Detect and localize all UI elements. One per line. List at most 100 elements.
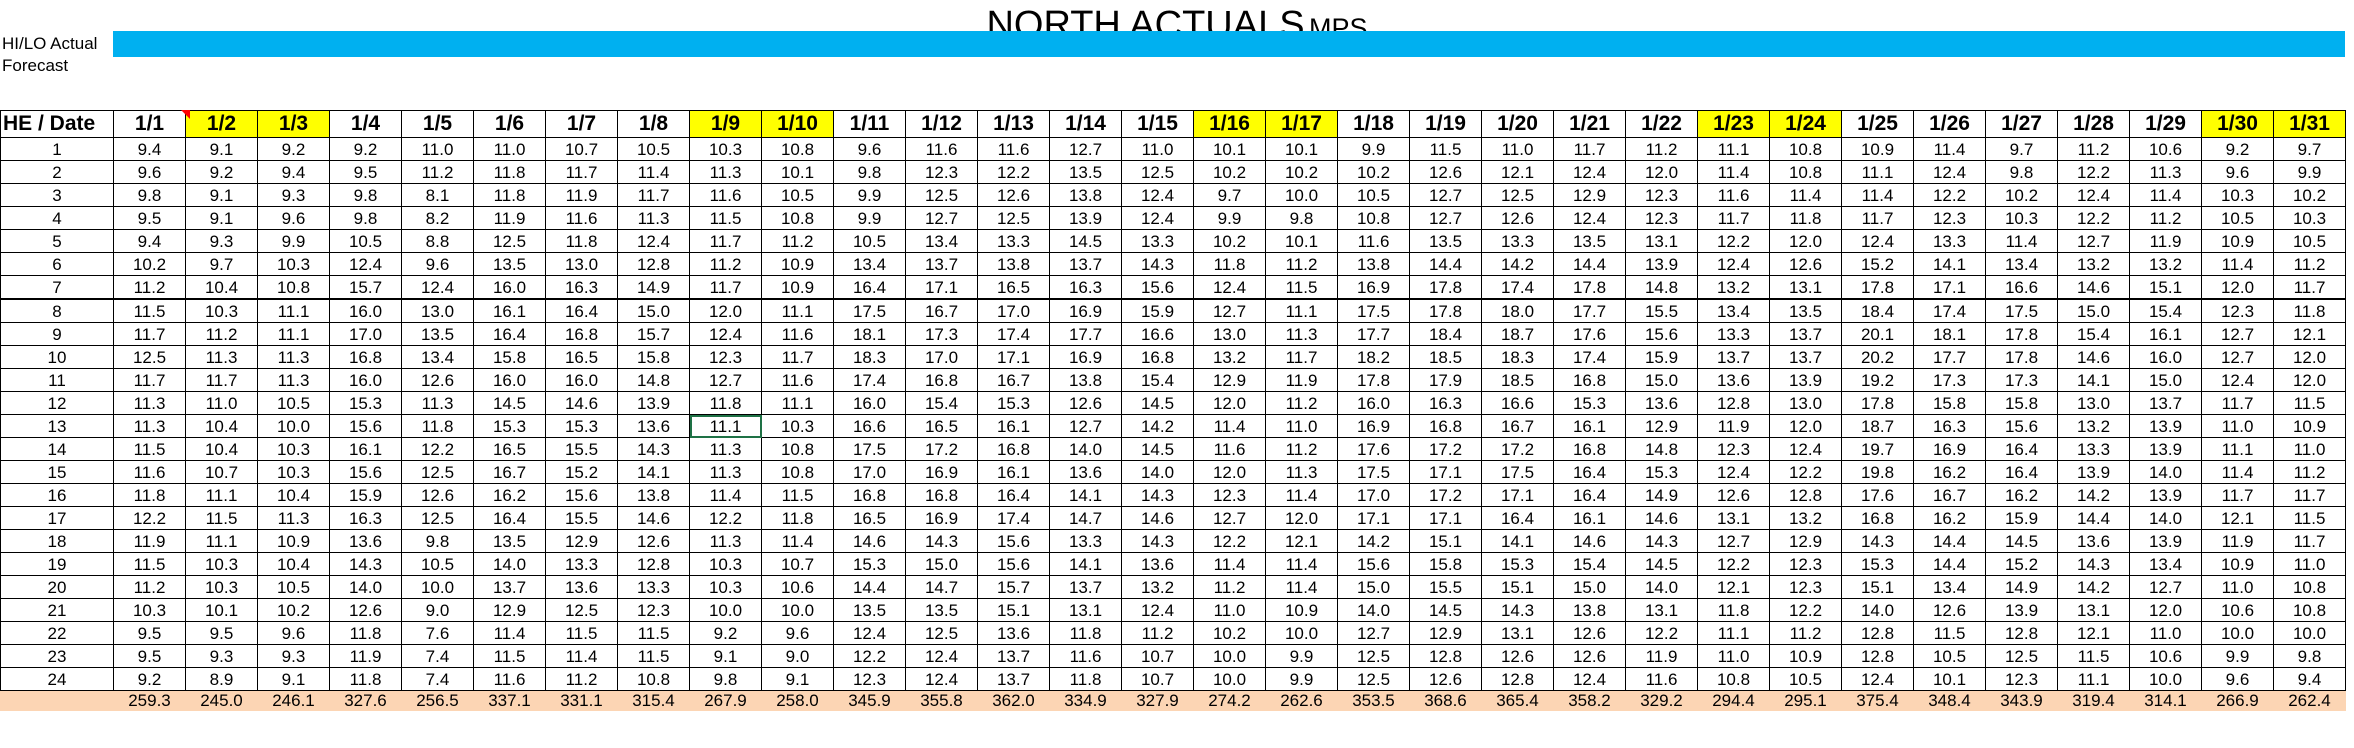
value-cell[interactable]: 16.0 xyxy=(329,298,402,323)
value-cell[interactable]: 17.8 xyxy=(1985,322,2058,346)
total-cell[interactable]: 245.0 xyxy=(185,690,258,711)
value-cell[interactable]: 13.8 xyxy=(1049,368,1122,392)
date-header-cell[interactable]: 1/18 xyxy=(1337,110,1410,138)
value-cell[interactable]: 12.1 xyxy=(2273,322,2346,346)
value-cell[interactable]: 12.2 xyxy=(977,160,1050,184)
value-cell[interactable]: 10.0 xyxy=(257,414,330,438)
total-cell[interactable]: 327.9 xyxy=(1121,690,1194,711)
value-cell[interactable]: 12.1 xyxy=(1697,575,1770,599)
value-cell[interactable]: 16.0 xyxy=(2129,345,2202,369)
value-cell[interactable]: 11.3 xyxy=(401,391,474,415)
value-cell[interactable]: 18.1 xyxy=(1913,322,1986,346)
value-cell[interactable]: 12.7 xyxy=(1697,529,1770,553)
value-cell[interactable]: 11.7 xyxy=(2273,275,2346,300)
value-cell[interactable]: 11.7 xyxy=(1697,206,1770,230)
value-cell[interactable]: 17.6 xyxy=(1337,437,1410,461)
value-cell[interactable]: 11.2 xyxy=(113,575,186,599)
value-cell[interactable]: 10.8 xyxy=(1697,667,1770,691)
value-cell[interactable]: 13.5 xyxy=(473,529,546,553)
value-cell[interactable]: 12.5 xyxy=(977,206,1050,230)
value-cell[interactable]: 17.3 xyxy=(905,322,978,346)
value-cell[interactable]: 10.3 xyxy=(257,460,330,484)
value-cell[interactable]: 16.9 xyxy=(1913,437,1986,461)
value-cell[interactable]: 17.1 xyxy=(977,345,1050,369)
value-cell[interactable]: 12.3 xyxy=(689,345,762,369)
value-cell[interactable]: 12.5 xyxy=(473,229,546,253)
value-cell[interactable]: 12.8 xyxy=(1769,483,1842,507)
value-cell[interactable]: 10.5 xyxy=(833,229,906,253)
value-cell[interactable]: 12.0 xyxy=(2129,598,2202,622)
value-cell[interactable]: 8.1 xyxy=(401,183,474,207)
value-cell[interactable]: 18.5 xyxy=(1409,345,1482,369)
value-cell[interactable]: 12.3 xyxy=(1625,206,1698,230)
value-cell[interactable]: 9.2 xyxy=(329,137,402,161)
hour-ending-cell[interactable]: 13 xyxy=(0,414,114,438)
value-cell[interactable]: 10.9 xyxy=(1841,137,1914,161)
value-cell[interactable]: 13.3 xyxy=(977,229,1050,253)
value-cell[interactable]: 11.2 xyxy=(1265,252,1338,276)
value-cell[interactable]: 18.4 xyxy=(1841,298,1914,323)
value-cell[interactable]: 10.4 xyxy=(257,483,330,507)
value-cell[interactable]: 14.4 xyxy=(1553,252,1626,276)
value-cell[interactable]: 11.0 xyxy=(2201,414,2274,438)
value-cell[interactable]: 8.8 xyxy=(401,229,474,253)
value-cell[interactable]: 18.5 xyxy=(1481,368,1554,392)
value-cell[interactable]: 15.0 xyxy=(905,552,978,576)
value-cell[interactable]: 12.5 xyxy=(905,183,978,207)
total-cell[interactable]: 375.4 xyxy=(1841,690,1914,711)
date-header-cell[interactable]: 1/15 xyxy=(1121,110,1194,138)
value-cell[interactable]: 12.3 xyxy=(1625,183,1698,207)
value-cell[interactable]: 17.3 xyxy=(1985,368,2058,392)
value-cell[interactable]: 17.2 xyxy=(1409,483,1482,507)
value-cell[interactable]: 11.3 xyxy=(689,437,762,461)
value-cell[interactable]: 12.5 xyxy=(401,460,474,484)
value-cell[interactable]: 10.0 xyxy=(1193,644,1266,668)
value-cell[interactable]: 17.0 xyxy=(329,322,402,346)
value-cell[interactable]: 9.1 xyxy=(185,206,258,230)
value-cell[interactable]: 15.8 xyxy=(1409,552,1482,576)
value-cell[interactable]: 16.4 xyxy=(1481,506,1554,530)
value-cell[interactable]: 10.1 xyxy=(1265,229,1338,253)
value-cell[interactable]: 15.2 xyxy=(1985,552,2058,576)
value-cell[interactable]: 12.7 xyxy=(1337,621,1410,645)
total-cell[interactable]: 267.9 xyxy=(689,690,762,711)
value-cell[interactable]: 11.7 xyxy=(1265,345,1338,369)
value-cell[interactable]: 13.9 xyxy=(1769,368,1842,392)
value-cell[interactable]: 13.3 xyxy=(1913,229,1986,253)
date-header-cell[interactable]: 1/16 xyxy=(1193,110,1266,138)
value-cell[interactable]: 12.4 xyxy=(905,644,978,668)
date-header-cell[interactable]: 1/7 xyxy=(545,110,618,138)
value-cell[interactable]: 10.2 xyxy=(1193,160,1266,184)
value-cell[interactable]: 15.8 xyxy=(1985,391,2058,415)
value-cell[interactable]: 13.7 xyxy=(2129,391,2202,415)
value-cell[interactable]: 16.4 xyxy=(1985,437,2058,461)
value-cell[interactable]: 12.9 xyxy=(1769,529,1842,553)
value-cell[interactable]: 11.6 xyxy=(1049,644,1122,668)
value-cell[interactable]: 16.1 xyxy=(1553,506,1626,530)
value-cell[interactable]: 9.9 xyxy=(2201,644,2274,668)
value-cell[interactable]: 12.0 xyxy=(1625,160,1698,184)
value-cell[interactable]: 12.0 xyxy=(1193,460,1266,484)
hour-ending-cell[interactable]: 15 xyxy=(0,460,114,484)
value-cell[interactable]: 18.3 xyxy=(833,345,906,369)
value-cell[interactable]: 10.8 xyxy=(761,460,834,484)
value-cell[interactable]: 15.3 xyxy=(1481,552,1554,576)
value-cell[interactable]: 11.1 xyxy=(761,391,834,415)
value-cell[interactable]: 11.3 xyxy=(257,506,330,530)
value-cell[interactable]: 14.4 xyxy=(1913,529,1986,553)
value-cell[interactable]: 11.3 xyxy=(1265,460,1338,484)
value-cell[interactable]: 12.7 xyxy=(2201,345,2274,369)
value-cell[interactable]: 11.0 xyxy=(185,391,258,415)
value-cell[interactable]: 11.8 xyxy=(1049,621,1122,645)
value-cell[interactable]: 18.7 xyxy=(1481,322,1554,346)
value-cell[interactable]: 10.0 xyxy=(2273,621,2346,645)
hour-ending-cell[interactable]: 17 xyxy=(0,506,114,530)
value-cell[interactable]: 12.4 xyxy=(1913,160,1986,184)
value-cell[interactable]: 11.8 xyxy=(329,667,402,691)
value-cell[interactable]: 16.1 xyxy=(977,414,1050,438)
value-cell[interactable]: 11.6 xyxy=(689,183,762,207)
value-cell[interactable]: 16.9 xyxy=(1049,345,1122,369)
value-cell[interactable]: 11.5 xyxy=(1409,137,1482,161)
value-cell[interactable]: 11.6 xyxy=(1193,437,1266,461)
hour-ending-cell[interactable]: 24 xyxy=(0,667,114,691)
